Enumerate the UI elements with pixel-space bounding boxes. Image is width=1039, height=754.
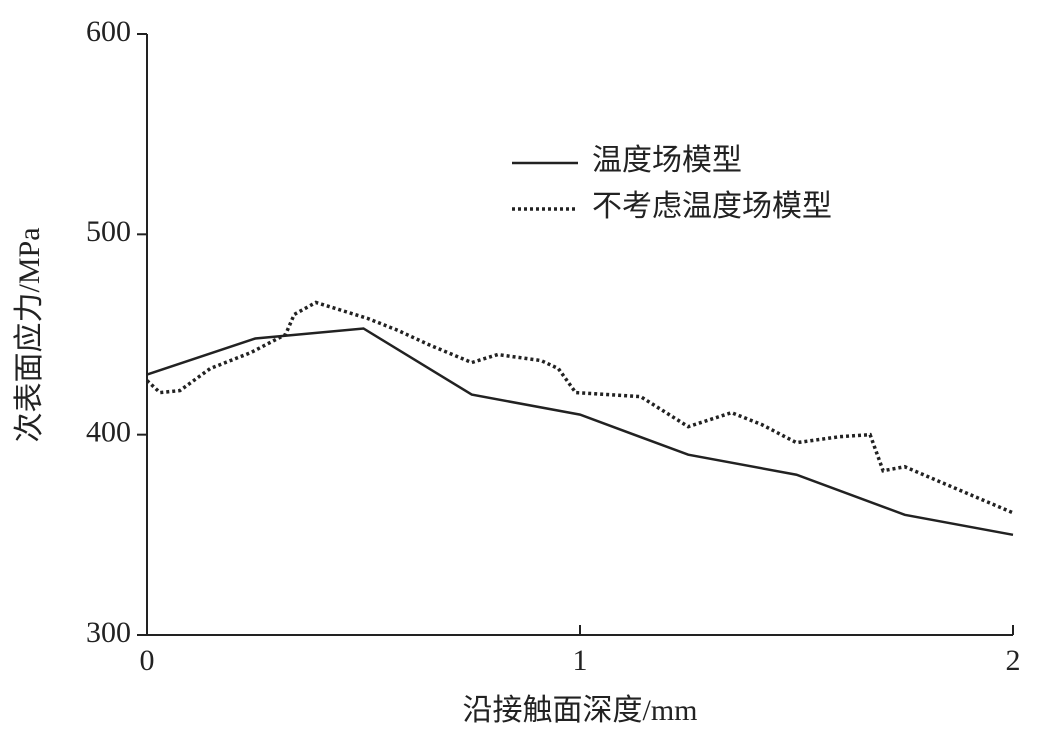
axes	[146, 34, 1013, 636]
x-tick-label: 1	[573, 644, 588, 677]
legend-label: 不考虑温度场模型	[592, 190, 832, 223]
y-tick-label: 600	[86, 15, 131, 48]
x-axis-label: 沿接触面深度/mm	[462, 694, 697, 727]
y-tick-label: 500	[86, 215, 131, 248]
x-tick-label: 0	[140, 644, 155, 677]
y-tick-label: 300	[86, 616, 131, 649]
legend-label: 温度场模型	[592, 144, 742, 177]
x-tick-label: 2	[1006, 644, 1021, 677]
series-line	[145, 300, 1014, 515]
series-line	[146, 327, 1014, 537]
y-tick-label: 400	[86, 416, 131, 449]
y-axis-label: 次表面应力/MPa	[13, 227, 46, 442]
